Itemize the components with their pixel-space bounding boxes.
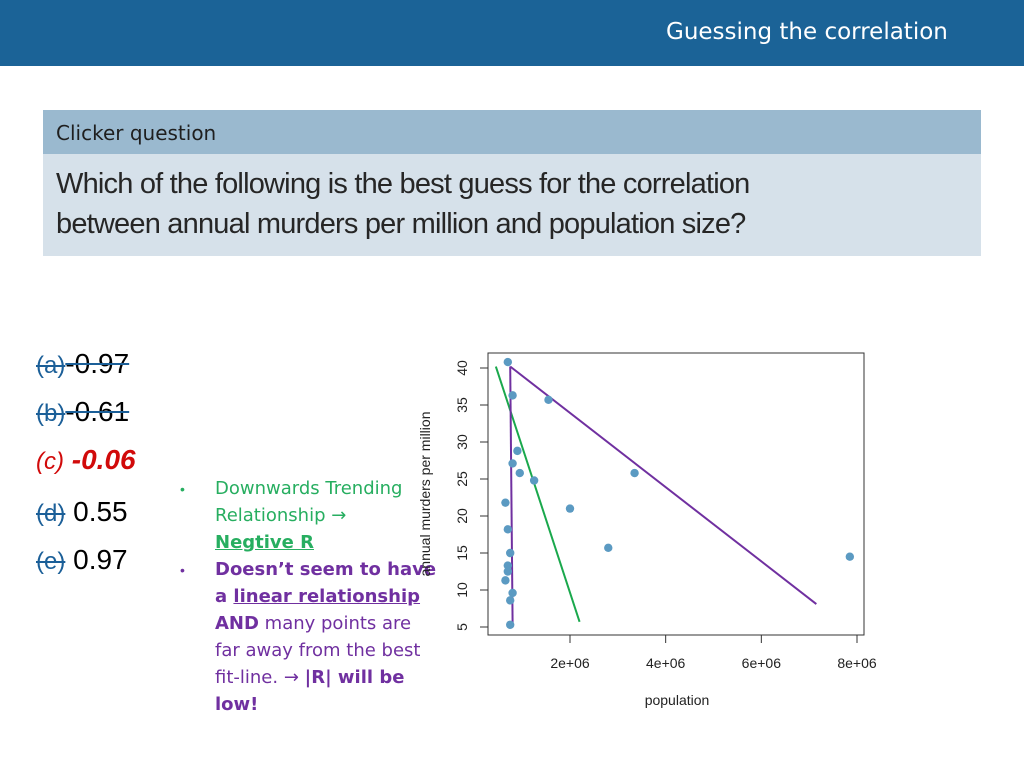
data-point-6 [529,476,539,485]
option-e-letter: (e) [36,548,66,575]
option-d-letter: (d) [36,500,66,527]
data-point-8 [565,504,575,513]
note-2-r: |R| will be [304,667,405,688]
option-d-value: 0.55 [73,496,128,527]
fit-line-0 [494,366,581,623]
question-label: Clicker question [56,121,217,145]
header-bar: Guessing the correlation [0,0,1024,66]
fit-line-2 [509,365,817,605]
data-point-14 [630,468,639,478]
data-point-19 [506,620,515,629]
data-point-9 [503,525,513,534]
option-e-value: 0.97 [73,544,128,575]
data-points [501,357,855,629]
data-point-15 [845,552,855,561]
note-1-line-3: Negtive R [215,532,314,553]
note-1-line-2: Relationship → [215,505,347,526]
y-tick-label-7: 40 [454,360,470,376]
y-axis: 5 10 15 20 25 30 35 40 [454,360,489,631]
x-tick-label-2: 6e+06 [742,655,782,671]
option-b-value: -0.61 [65,396,130,427]
bullet-dot-1: • [180,481,185,497]
data-point-11 [506,548,515,558]
x-tick-label-0: 2e+06 [550,655,590,671]
question-text-line-2: between annual murders per million and p… [56,208,746,240]
data-point-13 [503,567,513,576]
question-label-bar: Clicker question [43,110,981,154]
x-axis: 2e+06 4e+06 6e+06 8e+06 [550,634,877,671]
option-c-value: -0.06 [71,444,136,475]
note-2-and: AND [215,613,259,634]
data-point-7 [501,498,510,507]
option-c[interactable]: (c) -0.06 [36,444,136,476]
data-point-0 [503,357,513,367]
data-point-2 [544,395,553,405]
x-axis-label: population [645,692,710,708]
data-point-5 [515,468,524,478]
data-point-16 [501,576,510,585]
option-d[interactable]: (d) 0.55 [36,496,128,528]
x-tick-label-1: 4e+06 [646,655,686,671]
note-2-rest: many points are [258,613,412,634]
note-2-line-6: low! [215,694,259,715]
note-2-fit: fit-line. [215,667,284,688]
data-point-3 [513,446,522,456]
y-tick-label-5: 30 [454,434,470,450]
data-point-10 [604,543,613,553]
note-2-linear: linear relationship [233,586,421,607]
y-tick-label-6: 35 [454,397,470,413]
x-tick-label-3: 8e+06 [837,655,877,671]
slide-title: Guessing the correlation [666,19,948,45]
y-tick-label-1: 10 [454,582,470,598]
data-point-12 [503,561,513,570]
note-2-line-1: Doesn’t seem to have [215,559,437,580]
data-point-4 [508,459,517,468]
note-1-line-1: Downwards Trending [215,478,403,499]
question-box: Which of the following is the best guess… [43,154,981,256]
note-2-line-3: AND many points are [215,610,411,637]
y-tick-label-3: 20 [454,508,470,524]
note-2-a: a [215,586,234,607]
note-2-line-4: far away from the best [215,640,421,661]
option-a-letter: (a) [36,352,66,379]
y-tick-label-4: 25 [454,471,470,487]
option-c-letter: (c) [36,448,64,475]
y-tick-label-2: 15 [454,545,470,561]
data-point-18 [506,596,515,605]
option-b-letter: (b) [36,400,66,427]
note-2-line-2: a linear relationship [215,583,420,610]
data-point-17 [508,588,517,598]
y-tick-label-0: 5 [454,623,470,631]
data-point-1 [508,391,517,400]
option-b[interactable]: (b)-0.61 [36,396,129,428]
fit-line-1 [509,366,514,624]
note-2-arrow: → [283,667,305,688]
option-e[interactable]: (e) 0.97 [36,544,128,576]
option-a-value: -0.97 [65,348,130,379]
note-2-line-5: fit-line. → |R| will be [215,664,404,691]
question-text-line-1: Which of the following is the best guess… [56,168,750,200]
bullet-dot-2: • [180,562,185,578]
y-axis-label: annual murders per million [417,412,433,577]
fit-lines [494,365,817,624]
option-a[interactable]: (a)-0.97 [36,348,129,380]
